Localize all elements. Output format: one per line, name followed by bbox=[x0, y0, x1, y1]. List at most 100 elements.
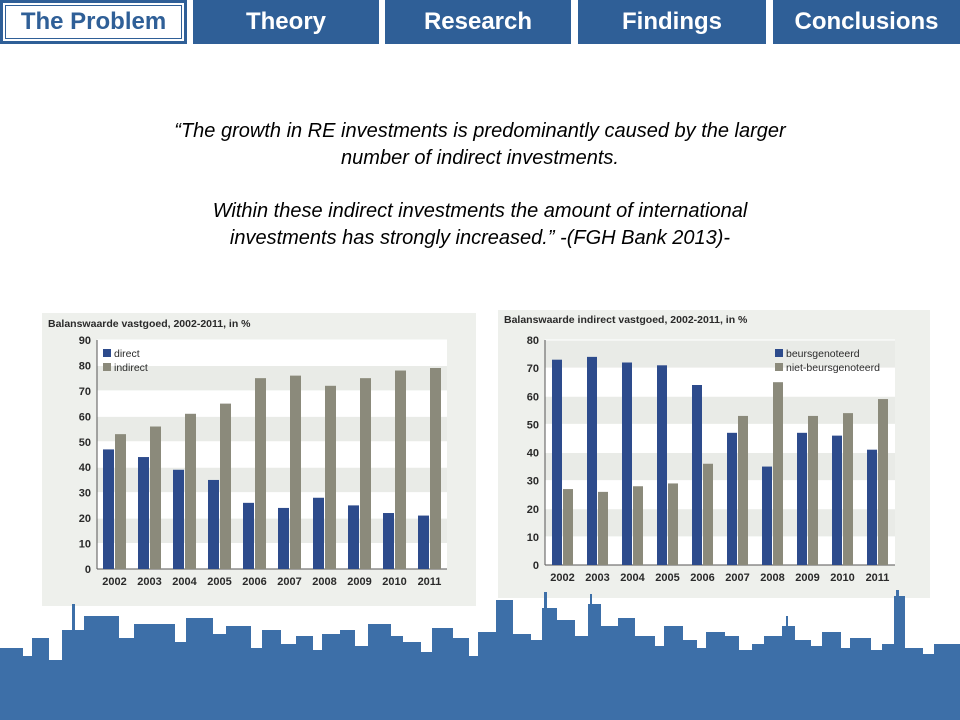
chart-2-bar-beursgenoteerd-2007 bbox=[727, 432, 737, 565]
chart-1-bar-direct-2007 bbox=[278, 507, 289, 569]
chart-1-y-tick-label: 70 bbox=[79, 386, 91, 398]
chart-1-x-tick-label: 2005 bbox=[207, 576, 231, 588]
chart-1-x-tick-label: 2009 bbox=[347, 576, 371, 588]
chart-1-x-tick-label: 2007 bbox=[277, 576, 301, 588]
chart-1-y-tick-label: 30 bbox=[79, 488, 91, 500]
chart-2-bar-niet-beursgenoteerd-2008 bbox=[773, 382, 783, 565]
chart-1-legend-swatch bbox=[103, 363, 111, 371]
chart-2-y-tick-label: 20 bbox=[527, 504, 539, 516]
chart-1-bar-direct-2005 bbox=[208, 479, 219, 569]
tab-research[interactable]: Research bbox=[385, 0, 571, 44]
chart-1-x-tick-label: 2006 bbox=[242, 576, 266, 588]
chart-2-bar-beursgenoteerd-2003 bbox=[587, 356, 597, 565]
skyline-spire bbox=[72, 604, 75, 644]
chart-2-x-tick-label: 2008 bbox=[760, 572, 784, 584]
chart-2-y-tick-label: 0 bbox=[533, 560, 539, 572]
chart-1-y-tick-label: 0 bbox=[85, 564, 91, 576]
chart-1-legend-label: indirect bbox=[114, 362, 148, 374]
chart-1-x-tick-label: 2004 bbox=[172, 576, 197, 588]
chart-2-legend-swatch bbox=[775, 363, 783, 371]
chart-2-legend-label: niet-beursgenoteerd bbox=[786, 362, 880, 374]
tab-the-problem[interactable]: The Problem bbox=[0, 0, 187, 44]
chart-2-legend-swatch bbox=[775, 349, 783, 357]
chart-2-y-tick-label: 50 bbox=[527, 419, 539, 431]
chart-2-grid-band bbox=[545, 396, 895, 425]
chart-1-y-tick-label: 20 bbox=[79, 513, 91, 525]
chart-2-bar-niet-beursgenoteerd-2003 bbox=[598, 491, 608, 565]
chart-2-bar-niet-beursgenoteerd-2011 bbox=[878, 399, 888, 565]
chart-2-y-tick-label: 30 bbox=[527, 476, 539, 488]
chart-2-bar-niet-beursgenoteerd-2002 bbox=[563, 489, 573, 565]
chart-2-bar-niet-beursgenoteerd-2010 bbox=[843, 413, 853, 565]
chart-1-legend-label: direct bbox=[114, 348, 140, 360]
chart-1-svg: Balanswaarde vastgoed, 2002-2011, in % 0 1… bbox=[48, 318, 447, 588]
chart-1-grid-band bbox=[97, 416, 447, 442]
chart-2-bar-niet-beursgenoteerd-2006 bbox=[703, 463, 713, 565]
chart-1-bar-indirect-2004 bbox=[185, 413, 196, 569]
chart-2-bar-beursgenoteerd-2010 bbox=[832, 435, 842, 565]
chart-1-bar-indirect-2010 bbox=[395, 370, 406, 569]
chart-1-y-tick-label: 50 bbox=[79, 437, 91, 449]
chart-1-bar-direct-2002 bbox=[103, 449, 114, 569]
chart-2-bar-niet-beursgenoteerd-2009 bbox=[808, 415, 818, 565]
chart-1-bar-direct-2010 bbox=[383, 513, 394, 569]
chart-1-bar-indirect-2005 bbox=[220, 403, 231, 569]
skyline-spire bbox=[896, 590, 899, 630]
chart-2-x-tick-label: 2010 bbox=[830, 572, 854, 584]
chart-2-x-tick-label: 2003 bbox=[585, 572, 609, 584]
chart-1-legend-swatch bbox=[103, 349, 111, 357]
chart-1-bar-direct-2004 bbox=[173, 469, 184, 569]
chart-2-bar-beursgenoteerd-2008 bbox=[762, 466, 772, 565]
skyline-spire bbox=[590, 594, 592, 634]
chart-2-bar-niet-beursgenoteerd-2004 bbox=[633, 486, 643, 565]
chart-2-bar-beursgenoteerd-2002 bbox=[552, 359, 562, 565]
section-nav: The Problem Theory Research Findings Con… bbox=[0, 0, 960, 46]
chart-1-grid-band bbox=[97, 467, 447, 493]
chart-1-x-tick-label: 2003 bbox=[137, 576, 161, 588]
chart-2-x-tick-label: 2011 bbox=[866, 572, 890, 584]
skyline-spire bbox=[544, 592, 547, 632]
chart-2-y-tick-label: 70 bbox=[527, 363, 539, 375]
quote-text: “The growth in RE investments is predomi… bbox=[110, 118, 850, 252]
tab-conclusions[interactable]: Conclusions bbox=[773, 0, 960, 44]
chart-balanswaarde-indirect-vastgoed: Balanswaarde indirect vastgoed, 2002-201… bbox=[498, 310, 930, 598]
chart-2-svg: Balanswaarde indirect vastgoed, 2002-201… bbox=[504, 314, 895, 584]
chart-1-title: Balanswaarde vastgoed, 2002-2011, in % bbox=[48, 318, 251, 330]
chart-1-grid-band bbox=[97, 365, 447, 391]
tab-findings[interactable]: Findings bbox=[578, 0, 766, 44]
chart-1-bar-direct-2011 bbox=[418, 515, 429, 569]
chart-2-y-tick-label: 40 bbox=[527, 448, 539, 460]
chart-1-bar-indirect-2003 bbox=[150, 426, 161, 569]
city-skyline-image bbox=[0, 590, 960, 720]
chart-2-x-tick-label: 2002 bbox=[550, 572, 574, 584]
chart-2-title: Balanswaarde indirect vastgoed, 2002-201… bbox=[504, 314, 748, 326]
chart-2-legend-label: beursgenoteerd bbox=[786, 348, 860, 360]
chart-2-bar-niet-beursgenoteerd-2005 bbox=[668, 483, 678, 565]
tab-theory[interactable]: Theory bbox=[193, 0, 379, 44]
chart-1-x-tick-label: 2002 bbox=[102, 576, 126, 588]
chart-2-y-tick-label: 60 bbox=[527, 391, 539, 403]
chart-1-x-tick-label: 2011 bbox=[418, 576, 442, 588]
chart-2-y-tick-label: 80 bbox=[527, 335, 539, 347]
chart-1-x-tick-label: 2008 bbox=[312, 576, 336, 588]
chart-1-bar-indirect-2009 bbox=[360, 378, 371, 569]
chart-1-y-tick-label: 10 bbox=[79, 539, 91, 551]
chart-1-grid-band bbox=[97, 518, 447, 544]
chart-1-bar-direct-2006 bbox=[243, 502, 254, 569]
quote-line-3: Within these indirect investments the am… bbox=[212, 200, 748, 222]
chart-2-y-tick-label: 10 bbox=[527, 532, 539, 544]
chart-2-x-tick-label: 2009 bbox=[795, 572, 819, 584]
chart-2-x-tick-label: 2004 bbox=[620, 572, 645, 584]
quote-line-4: investments has strongly increased.” -(F… bbox=[229, 227, 731, 249]
chart-2-grid-band bbox=[545, 452, 895, 481]
skyline-spire bbox=[786, 616, 788, 656]
chart-1-bar-indirect-2011 bbox=[430, 367, 441, 569]
chart-1-y-tick-label: 60 bbox=[79, 411, 91, 423]
skyline-building bbox=[894, 596, 905, 720]
chart-2-bar-beursgenoteerd-2009 bbox=[797, 432, 807, 565]
chart-1-bar-direct-2008 bbox=[313, 497, 324, 569]
chart-1-bar-indirect-2008 bbox=[325, 385, 336, 569]
chart-1-x-tick-label: 2010 bbox=[382, 576, 406, 588]
chart-1-bar-direct-2003 bbox=[138, 457, 149, 569]
chart-2-x-tick-label: 2007 bbox=[725, 572, 749, 584]
